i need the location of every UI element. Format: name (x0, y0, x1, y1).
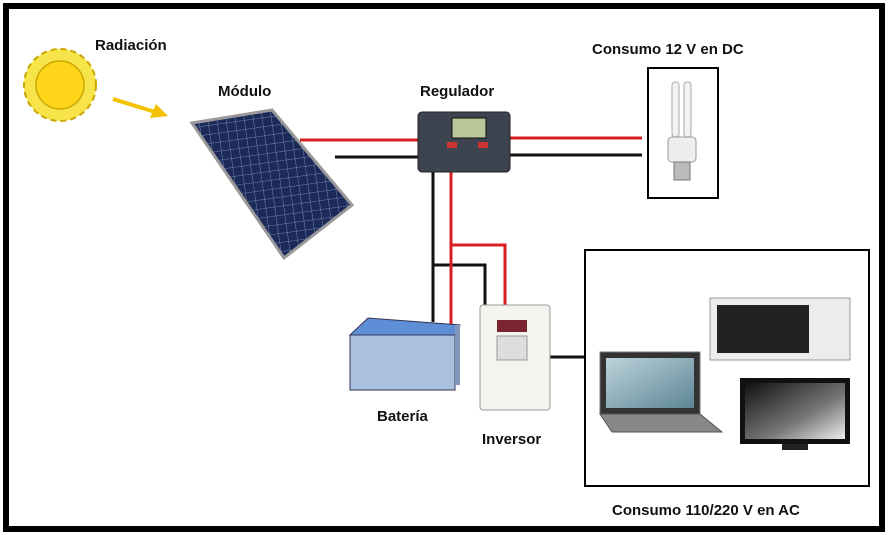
sun (23, 48, 97, 122)
label-inverter: Inversor (482, 431, 541, 448)
battery (348, 317, 461, 391)
ac-load-box (584, 249, 870, 487)
dc-load-box (647, 67, 719, 199)
inverter (479, 304, 551, 411)
solar-panel (189, 108, 355, 261)
radiation-arrow (112, 97, 168, 118)
wires (300, 136, 642, 359)
label-regulator: Regulador (420, 83, 494, 100)
label-ac-load: Consumo 110/220 V en AC (612, 502, 800, 519)
label-battery: Batería (377, 408, 429, 425)
regulator (417, 111, 511, 173)
label-radiation: Radiación (95, 37, 167, 54)
label-dc-load: Consumo 12 V en DC (592, 41, 744, 58)
label-module: Módulo (218, 83, 271, 100)
